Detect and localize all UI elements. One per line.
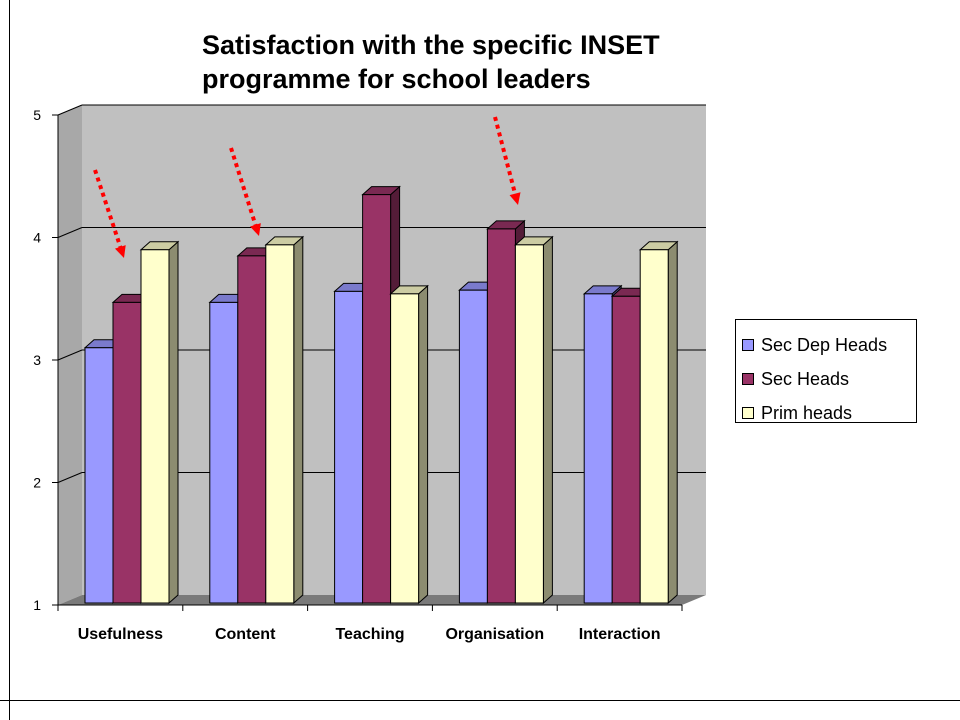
annotation-arrow (493, 116, 521, 205)
bar-front (112, 301, 142, 604)
y-tick-label: 5 (33, 107, 41, 123)
legend: Sec Dep Heads Sec Heads Prim heads (735, 319, 917, 423)
x-category-labels: Usefulness Content Teaching Organisation Int… (57, 605, 683, 643)
legend-swatch (742, 339, 754, 351)
bar-front (611, 295, 641, 604)
chart-bars (83, 185, 679, 605)
arrow-shaft (493, 116, 518, 196)
arrow-head (114, 245, 126, 258)
gridline-side (57, 349, 83, 361)
bar-front (486, 228, 516, 604)
bar (638, 240, 679, 605)
gridline-side (57, 227, 83, 238)
bar-front (209, 301, 239, 604)
arrow-shaft (93, 169, 123, 249)
legend-label: Sec Dep Heads (761, 334, 888, 355)
bar-side (667, 240, 678, 605)
legend-label: Prim heads (761, 402, 853, 423)
bar-front (265, 244, 295, 604)
annotation-arrows (93, 116, 521, 258)
bar-front (334, 290, 364, 604)
bar-front (84, 347, 114, 604)
chart-title: Satisfaction with the specific INSET pro… (202, 30, 660, 94)
frame-bottom-border (0, 700, 960, 701)
x-category-label: Usefulness (78, 626, 163, 643)
arrow-head (509, 192, 521, 205)
bar (514, 235, 554, 605)
x-category-label: Organisation (445, 626, 544, 643)
legend-swatch (742, 407, 754, 419)
legend-item-prim-heads: Prim heads (736, 396, 916, 430)
x-category-label: Teaching (335, 626, 404, 643)
bar (389, 284, 429, 605)
y-tick-label: 2 (33, 475, 41, 491)
legend-item-sec-dep-heads: Sec Dep Heads (736, 328, 916, 362)
legend-label: Sec Heads (761, 368, 850, 389)
annotation-arrow (93, 169, 126, 258)
legend-swatch (742, 373, 754, 385)
y-tick-label: 4 (33, 230, 41, 246)
bar (264, 235, 305, 605)
gridline-side (57, 472, 83, 483)
bar-side (542, 235, 553, 605)
bar-side (168, 240, 179, 605)
frame-left-border (9, 0, 10, 720)
bar-front (583, 293, 613, 604)
bar-front (237, 255, 267, 604)
arrow-shaft (229, 147, 258, 227)
y-tick-label: 3 (33, 352, 41, 368)
x-category-label: Interaction (579, 626, 661, 643)
bar-side (418, 284, 429, 605)
legend-item-sec-heads: Sec Heads (736, 362, 916, 396)
gridline-side (57, 104, 83, 116)
y-tick-label: 1 (33, 597, 41, 613)
bar (139, 240, 180, 605)
bar-front (390, 293, 420, 604)
bar-front (639, 249, 669, 604)
bar-front (362, 194, 392, 604)
arrow-head (250, 223, 261, 236)
x-category-label: Content (215, 626, 276, 643)
annotation-arrow (229, 147, 261, 236)
bar-front (514, 244, 544, 604)
bar-side (293, 235, 304, 605)
bar-front (140, 249, 170, 604)
y-tick-labels: 1 2 3 4 5 (33, 107, 58, 613)
bar-front (458, 289, 488, 604)
